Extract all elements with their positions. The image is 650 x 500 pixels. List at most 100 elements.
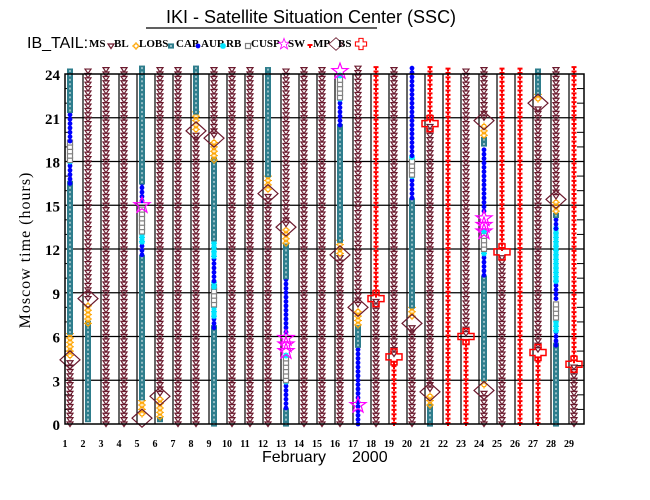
legend-item-sw: SW [288,38,313,50]
aur-mark [553,256,559,263]
lobs-mark [67,285,73,291]
sw-mark [517,373,523,378]
ms-mark [551,67,561,74]
lobs-mark [337,154,343,160]
day-column-21 [425,66,435,427]
cap-mark [481,156,487,161]
lobs-mark [535,85,541,92]
lobs-mark [139,347,145,353]
sw-mark [517,67,523,72]
sw-mark [427,105,433,110]
lobs-mark [481,336,487,343]
bl-mark [84,301,92,310]
lobs-mark [211,166,217,172]
day-column-19 [389,67,399,426]
lobs-mark [139,307,145,313]
sw-mark [517,308,523,313]
lobs-mark [139,364,145,370]
lobs-mark [265,80,271,86]
cap-mark [481,191,487,196]
lobs-mark [265,137,271,143]
x-tick-label: 7 [171,439,176,450]
cap-mark [67,172,73,178]
lobs-mark [211,386,217,392]
sw-mark [517,111,523,116]
cap-mark [481,255,487,261]
sw-mark [499,190,505,195]
sw-mark [535,365,541,370]
sw-mark [517,255,523,260]
sw-mark [517,137,523,142]
lobs-mark [67,277,73,283]
cap-mark [67,116,73,122]
lobs-mark [139,320,145,326]
mp-mark [257,183,279,204]
lobs-mark [193,96,199,102]
lobs-mark [211,214,217,220]
sw-mark [391,395,397,400]
sw-mark [517,417,523,422]
bs-mark [529,343,547,362]
lobs-mark [211,205,217,211]
cap-mark [409,182,415,188]
lobs-mark [337,215,343,221]
sw-mark [571,118,577,123]
cap-mark [409,153,415,159]
x-tick-label: 6 [153,439,158,450]
bl-mark [156,395,164,404]
lobs-mark [139,78,145,84]
cap-mark [481,199,487,205]
sw-mark [445,85,451,90]
x-tick-label: 5 [135,439,140,450]
sw-mark [517,115,523,120]
data-marks [65,65,579,428]
lobs-mark [139,382,145,388]
lobs-mark [85,412,91,418]
sw-mark [571,328,577,333]
sw-mark [571,324,577,329]
cap-mark [409,131,415,137]
sw-mark [535,408,541,413]
sw-mark [445,303,451,308]
sw-mark [571,315,577,320]
sw-mark [373,175,379,180]
day-column-20 [407,65,417,428]
aur-mark [553,234,559,241]
sw-mark [373,280,379,285]
lobs-mark [265,167,271,173]
lobs-mark [211,390,217,396]
sw-mark [571,311,577,316]
sw-mark [373,284,379,289]
lobs-mark [139,360,145,366]
lobs-mark [67,99,73,105]
lobs-mark [211,377,217,383]
aur-mark [553,273,559,280]
lobs-mark [139,148,145,154]
y-tick-label: 3 [53,374,61,390]
cusp-mark [276,334,296,354]
lobs-mark [67,255,73,261]
lobs-mark [67,312,73,318]
lobs-mark [139,316,145,322]
sw-mark [463,356,469,361]
ms-mark [119,67,129,74]
lobs-mark [481,275,487,281]
lobs-mark [211,338,217,344]
lobs-mark [67,77,73,83]
sw-mark [571,337,577,342]
cusp-mark [474,208,494,227]
lobs-mark [211,161,217,168]
lobs-mark [211,399,217,405]
lobs-mark [265,102,271,108]
lobs-mark [139,277,145,283]
legend-item-cap: CAP [176,38,201,50]
sw-mark [571,359,577,364]
sw-mark [499,181,505,186]
sw-mark [517,400,523,405]
sw-mark [463,352,469,356]
lobs-mark [337,163,343,169]
x-tick-label: 8 [189,439,194,450]
aur-mark [553,260,559,267]
lobs-mark [67,237,73,243]
lobs-mark [265,158,271,165]
